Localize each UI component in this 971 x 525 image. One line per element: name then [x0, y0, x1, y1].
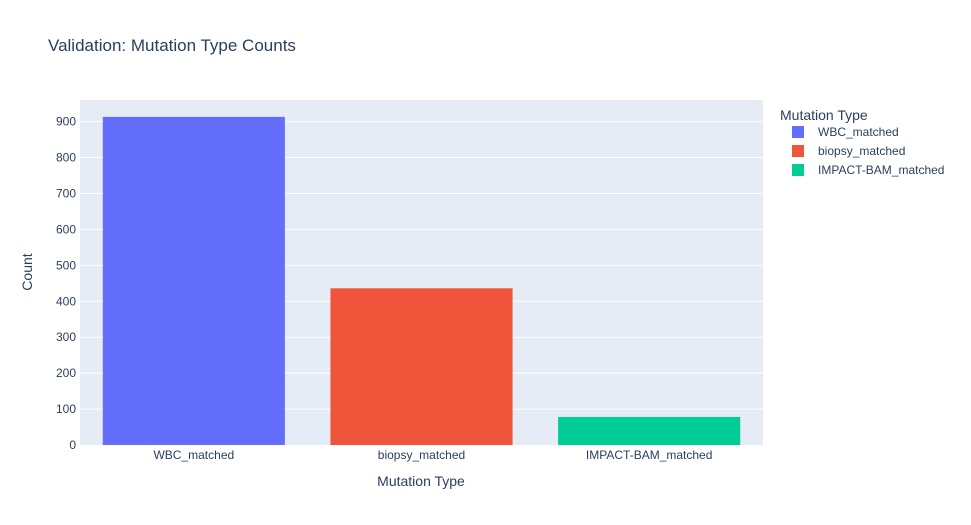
bars	[102, 116, 741, 445]
y-tick-label: 900	[56, 115, 76, 129]
y-tick-label: 200	[56, 366, 76, 380]
x-axis-title: Mutation Type	[377, 473, 465, 489]
x-tick-label: IMPACT-BAM_matched	[586, 448, 712, 462]
legend-items: WBC_matched biopsy_matched IMPACT-BAM_matc…	[792, 125, 944, 177]
y-tick-label: 0	[69, 438, 76, 452]
x-tick-labels: WBC_matched biopsy_matched IMPACT-BAM_matc…	[153, 448, 712, 462]
legend-title: Mutation Type	[780, 107, 868, 123]
legend-label[interactable]: WBC_matched	[818, 125, 899, 139]
legend-label[interactable]: biopsy_matched	[818, 144, 905, 158]
y-axis-title: Count	[19, 253, 35, 290]
legend: Mutation Type WBC_matched biopsy_matched I…	[780, 107, 944, 177]
x-tick-label: biopsy_matched	[378, 448, 465, 462]
y-tick-label: 600	[56, 222, 76, 236]
legend-swatch	[792, 145, 804, 157]
y-tick-labels: 0 100 200 300 400 500 600 700 800 900	[56, 115, 76, 452]
chart-title: Validation: Mutation Type Counts	[48, 36, 296, 55]
y-tick-label: 300	[56, 330, 76, 344]
y-tick-label: 400	[56, 294, 76, 308]
legend-swatch	[792, 164, 804, 176]
x-tick-label: WBC_matched	[153, 448, 234, 462]
bar-impact-bam-matched[interactable]	[558, 416, 741, 445]
legend-label[interactable]: IMPACT-BAM_matched	[818, 163, 944, 177]
y-tick-label: 700	[56, 186, 76, 200]
bar-biopsy-matched[interactable]	[330, 288, 513, 445]
legend-swatch	[792, 126, 804, 138]
bar-wbc-matched[interactable]	[102, 116, 285, 445]
y-tick-label: 100	[56, 402, 76, 416]
y-tick-label: 800	[56, 151, 76, 165]
y-tick-label: 500	[56, 258, 76, 272]
